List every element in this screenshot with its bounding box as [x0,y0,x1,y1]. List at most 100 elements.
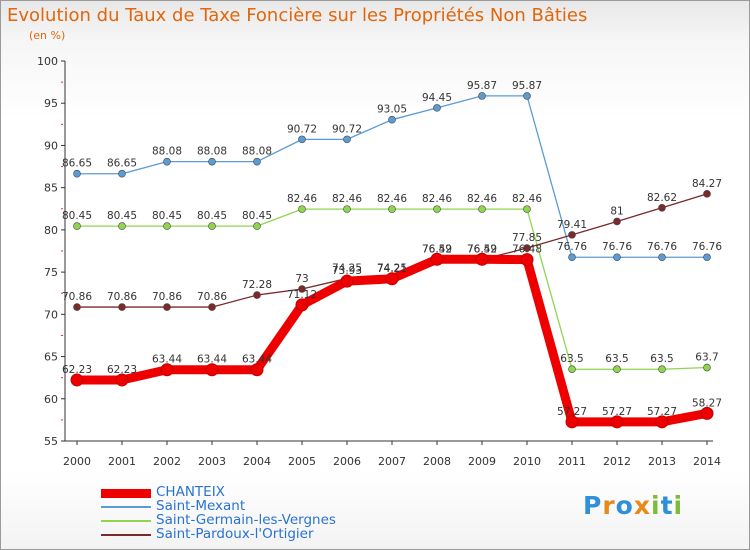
y-tick-label: 70 [44,308,58,321]
legend-label: CHANTEIX [156,484,225,500]
legend-label: Saint-Pardoux-l'Ortigier [156,526,314,542]
y-tick-label: 60 [44,393,58,406]
data-point [613,253,621,262]
y-tick-label: 90 [44,139,58,152]
data-point [658,253,666,262]
data-label: 62.23 [62,364,92,376]
legend-swatch [101,489,151,498]
y-tick-label: 65 [44,351,58,364]
data-point [163,222,171,230]
data-point [613,217,621,226]
data-point [655,415,669,429]
data-point [433,104,441,112]
logo-letter: i [651,491,661,520]
data-label: 81 [610,205,623,217]
data-label: 82.46 [512,193,542,205]
legend-swatch [101,506,151,508]
data-point [658,365,666,374]
data-point [208,222,216,230]
data-point [343,205,351,213]
logo-letter: o [615,491,634,520]
y-tick-label: 55 [44,435,58,448]
data-point [568,365,576,374]
data-label: 63.5 [650,353,673,365]
legend-label: Saint-Mexant [156,498,246,514]
series-line-saint-germain-les-vergnes [76,208,708,370]
data-label: 76.48 [512,244,542,256]
data-label: 77.85 [512,232,542,244]
data-point [430,252,444,266]
data-label: 63.7 [695,352,718,364]
data-label: 94.45 [422,92,452,104]
data-label: 73.93 [332,265,362,277]
data-label: 57.27 [647,406,677,418]
data-point [433,205,441,213]
x-tick-label: 2004 [243,455,271,468]
logo-letter: i [673,491,684,520]
data-point [118,303,126,311]
data-point [118,169,126,178]
data-label: 63.44 [152,354,182,366]
data-point [163,157,171,166]
data-point [703,253,711,262]
data-point [208,303,216,311]
x-tick-label: 2011 [558,455,586,468]
data-label: 80.45 [197,210,227,222]
data-label: 71.12 [287,289,317,301]
x-tick-label: 2001 [108,455,136,468]
data-label: 90.72 [287,123,317,135]
data-label: 76.76 [647,241,677,253]
data-point [700,406,714,420]
data-point [343,135,351,144]
data-point [208,157,216,166]
x-tick-label: 2002 [153,455,181,468]
y-tick-label: 80 [44,224,58,237]
proxiti-logo: Proxiti [583,491,683,520]
data-label: 72.28 [242,279,272,291]
data-point [298,285,306,293]
data-point [478,205,486,213]
data-point [610,415,624,429]
data-label: 84.27 [692,178,722,190]
y-tick-label: 75 [44,266,58,279]
data-label: 70.86 [197,291,227,303]
data-label: 70.86 [62,291,92,303]
data-point [253,291,261,299]
data-point [568,231,576,239]
data-label: 90.72 [332,123,362,135]
data-point [388,115,396,124]
data-label: 76.76 [692,241,722,253]
logo-letter: t [660,491,674,520]
data-label: 70.86 [152,291,182,303]
logo-letter: r [602,491,616,520]
data-point [73,303,81,311]
data-point [118,222,126,230]
data-point [340,274,354,288]
y-tick-label: 100 [37,55,58,68]
data-point [160,363,174,377]
data-label: 93.05 [377,104,407,116]
data-label: 80.45 [62,210,92,222]
data-label: 80.45 [242,210,272,222]
logo-letter: x [633,491,651,520]
x-tick-label: 2006 [333,455,361,468]
data-label: 62.23 [107,364,137,376]
data-label: 76.49 [467,244,497,256]
data-point [115,373,129,387]
data-label: 63.44 [242,354,272,366]
data-point [205,363,219,377]
data-label: 82.46 [332,193,362,205]
data-point [475,252,489,266]
data-label: 74.25 [332,262,362,274]
data-point [523,244,531,252]
y-tick-label: 85 [44,182,58,195]
data-label: 95.87 [512,80,542,92]
data-label: 74.21 [377,263,407,275]
data-point [478,92,486,100]
data-point [385,272,399,286]
data-point [520,253,534,267]
data-point [613,365,621,374]
chart-unit-label: (en %) [29,29,66,42]
data-label: 88.08 [197,146,227,158]
data-label: 76.52 [422,243,452,255]
